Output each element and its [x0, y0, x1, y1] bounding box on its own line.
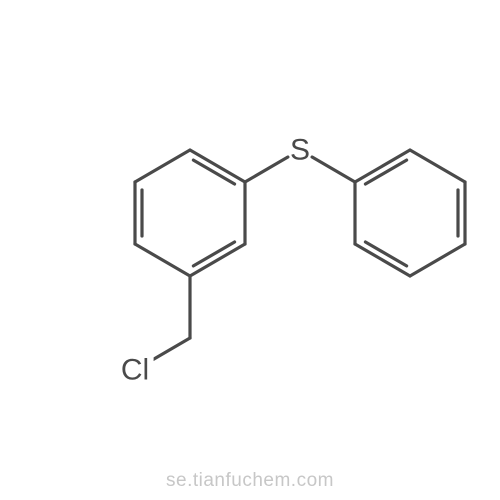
svg-text:S: S — [290, 134, 310, 167]
svg-text:Cl: Cl — [121, 354, 149, 387]
structure-svg: S Cl — [0, 0, 500, 500]
watermark-text: se.tianfuchem.com — [166, 470, 334, 492]
chemical-structure-canvas: S Cl — [0, 0, 500, 500]
